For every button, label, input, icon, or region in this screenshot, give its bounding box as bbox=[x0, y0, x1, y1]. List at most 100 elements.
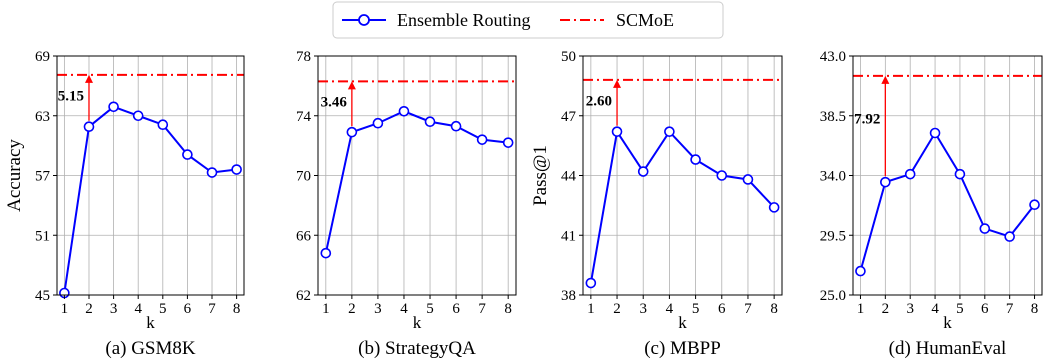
x-tick-label: 6 bbox=[718, 301, 726, 317]
y-tick-label: 63 bbox=[35, 109, 50, 125]
data-point bbox=[182, 149, 193, 160]
y-tick-label: 45 bbox=[35, 288, 50, 304]
data-point bbox=[157, 119, 169, 131]
y-tick-label: 62 bbox=[296, 288, 311, 304]
data-point bbox=[108, 101, 119, 113]
data-point bbox=[664, 126, 675, 137]
x-tick-label: 8 bbox=[1031, 301, 1039, 317]
x-tick-label: 3 bbox=[110, 301, 118, 317]
y-tick-label: 25.0 bbox=[820, 288, 846, 304]
x-tick-label: 3 bbox=[374, 301, 382, 317]
series-line-ensemble-routing bbox=[63, 105, 237, 294]
data-point bbox=[979, 223, 991, 234]
y-tick-label: 38 bbox=[561, 288, 576, 304]
x-tick-label: 3 bbox=[639, 301, 647, 317]
data-point bbox=[742, 174, 754, 185]
data-point bbox=[768, 202, 780, 213]
gap-annotation-label: 3.46 bbox=[321, 95, 348, 111]
y-tick-label: 43.0 bbox=[820, 49, 846, 65]
y-axis-label: Accuracy bbox=[4, 139, 25, 212]
gap-annotation-label: 5.15 bbox=[58, 89, 84, 105]
data-point bbox=[1029, 199, 1040, 211]
data-point bbox=[83, 121, 95, 133]
x-tick-label: 2 bbox=[85, 301, 93, 317]
legend-frame bbox=[332, 1, 724, 39]
x-tick-label: 1 bbox=[61, 301, 69, 317]
x-tick-label: 6 bbox=[184, 301, 192, 317]
y-tick-label: 74 bbox=[296, 109, 312, 125]
data-point bbox=[637, 166, 649, 177]
data-point bbox=[476, 134, 488, 145]
panel-caption: (a) GSM8K bbox=[105, 338, 196, 359]
x-tick-label: 1 bbox=[857, 301, 865, 317]
y-tick-label: 69 bbox=[35, 49, 50, 65]
y-axis-label: Pass@1 bbox=[530, 145, 551, 206]
panel-3: 2.60 1 2 3 4 5 6 7 8 38 41 44 47 50 k Pass@1 (c) MBPP bbox=[530, 49, 783, 359]
panel-caption: (d) HumanEval bbox=[889, 338, 1007, 359]
data-point bbox=[231, 164, 242, 175]
x-tick-label: 7 bbox=[478, 301, 486, 317]
data-point bbox=[929, 127, 941, 139]
x-tick-label: 7 bbox=[744, 301, 752, 317]
gap-arrow-head bbox=[347, 81, 356, 90]
x-tick-label: 5 bbox=[692, 301, 700, 317]
legend: Ensemble Routing SCMoE bbox=[332, 1, 724, 39]
x-tick-label: 6 bbox=[981, 301, 989, 317]
gap-arrow-head bbox=[881, 75, 890, 84]
x-axis-label: k bbox=[943, 313, 952, 332]
data-point bbox=[398, 105, 410, 117]
series-line-ensemble-routing bbox=[859, 131, 1036, 272]
x-tick-label: 3 bbox=[906, 301, 914, 317]
x-tick-label: 5 bbox=[426, 301, 434, 317]
data-point bbox=[904, 168, 916, 180]
y-tick-label: 38.5 bbox=[820, 109, 846, 125]
x-axis-label: k bbox=[146, 313, 155, 332]
data-point bbox=[346, 126, 358, 138]
y-tick-label: 44 bbox=[561, 169, 577, 185]
x-tick-label: 2 bbox=[882, 301, 890, 317]
y-tick-label: 47 bbox=[561, 109, 577, 125]
x-tick-label: 4 bbox=[666, 301, 674, 317]
x-tick-label: 8 bbox=[770, 301, 778, 317]
gap-annotation-label: 2.60 bbox=[586, 94, 612, 110]
data-point bbox=[372, 117, 384, 129]
x-tick-label: 2 bbox=[613, 301, 621, 317]
data-point bbox=[206, 167, 218, 178]
x-tick-label: 7 bbox=[208, 301, 216, 317]
data-point bbox=[320, 247, 332, 259]
x-tick-label: 1 bbox=[322, 301, 330, 317]
panel-4: 7.921 2 3 4 5 6 7 825.029.534.038.543.0k(d) Hum… bbox=[820, 49, 1043, 359]
data-point bbox=[954, 168, 966, 180]
y-tick-label: 78 bbox=[296, 49, 311, 65]
y-tick-label: 29.5 bbox=[820, 228, 846, 244]
x-tick-label: 8 bbox=[233, 301, 241, 317]
legend-marker-ensemble-routing bbox=[358, 14, 370, 26]
data-point bbox=[690, 154, 701, 165]
x-tick-label: 5 bbox=[159, 301, 167, 317]
y-tick-label: 41 bbox=[561, 228, 576, 244]
x-tick-label: 7 bbox=[1006, 301, 1014, 317]
x-axis-label: k bbox=[678, 313, 687, 332]
data-point bbox=[880, 176, 891, 188]
series-line-ensemble-routing bbox=[589, 129, 775, 284]
x-axis-label: k bbox=[413, 313, 422, 332]
y-tick-label: 70 bbox=[296, 169, 311, 185]
data-point bbox=[450, 120, 462, 132]
y-tick-label: 50 bbox=[561, 49, 576, 65]
data-point bbox=[716, 170, 728, 181]
panel-caption: (c) MBPP bbox=[644, 338, 721, 359]
legend-label-ensemble-routing: Ensemble Routing bbox=[397, 10, 531, 30]
y-tick-label: 51 bbox=[35, 228, 50, 244]
data-point bbox=[132, 110, 144, 122]
x-tick-label: 6 bbox=[452, 301, 460, 317]
gap-arrow-head bbox=[84, 74, 93, 83]
panel-caption: (b) StrategyQA bbox=[358, 338, 476, 359]
y-tick-label: 57 bbox=[35, 169, 51, 185]
data-point bbox=[1004, 231, 1015, 242]
data-point bbox=[855, 265, 866, 277]
x-tick-label: 4 bbox=[134, 301, 142, 317]
y-tick-label: 34.0 bbox=[820, 169, 846, 185]
